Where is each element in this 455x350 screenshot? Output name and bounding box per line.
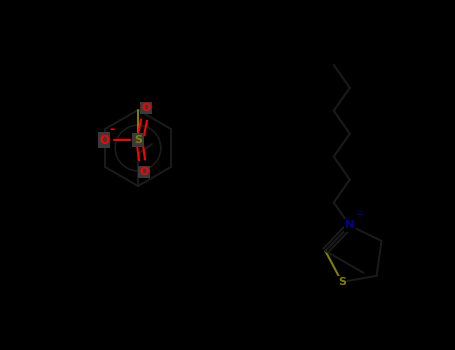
Text: O: O (142, 103, 151, 113)
Text: +: + (355, 210, 363, 220)
Text: S: S (134, 135, 142, 145)
Text: O: O (99, 133, 109, 147)
Text: -: - (110, 122, 115, 135)
Text: N: N (345, 220, 354, 230)
Text: S: S (338, 277, 346, 287)
Text: O: O (139, 167, 149, 177)
